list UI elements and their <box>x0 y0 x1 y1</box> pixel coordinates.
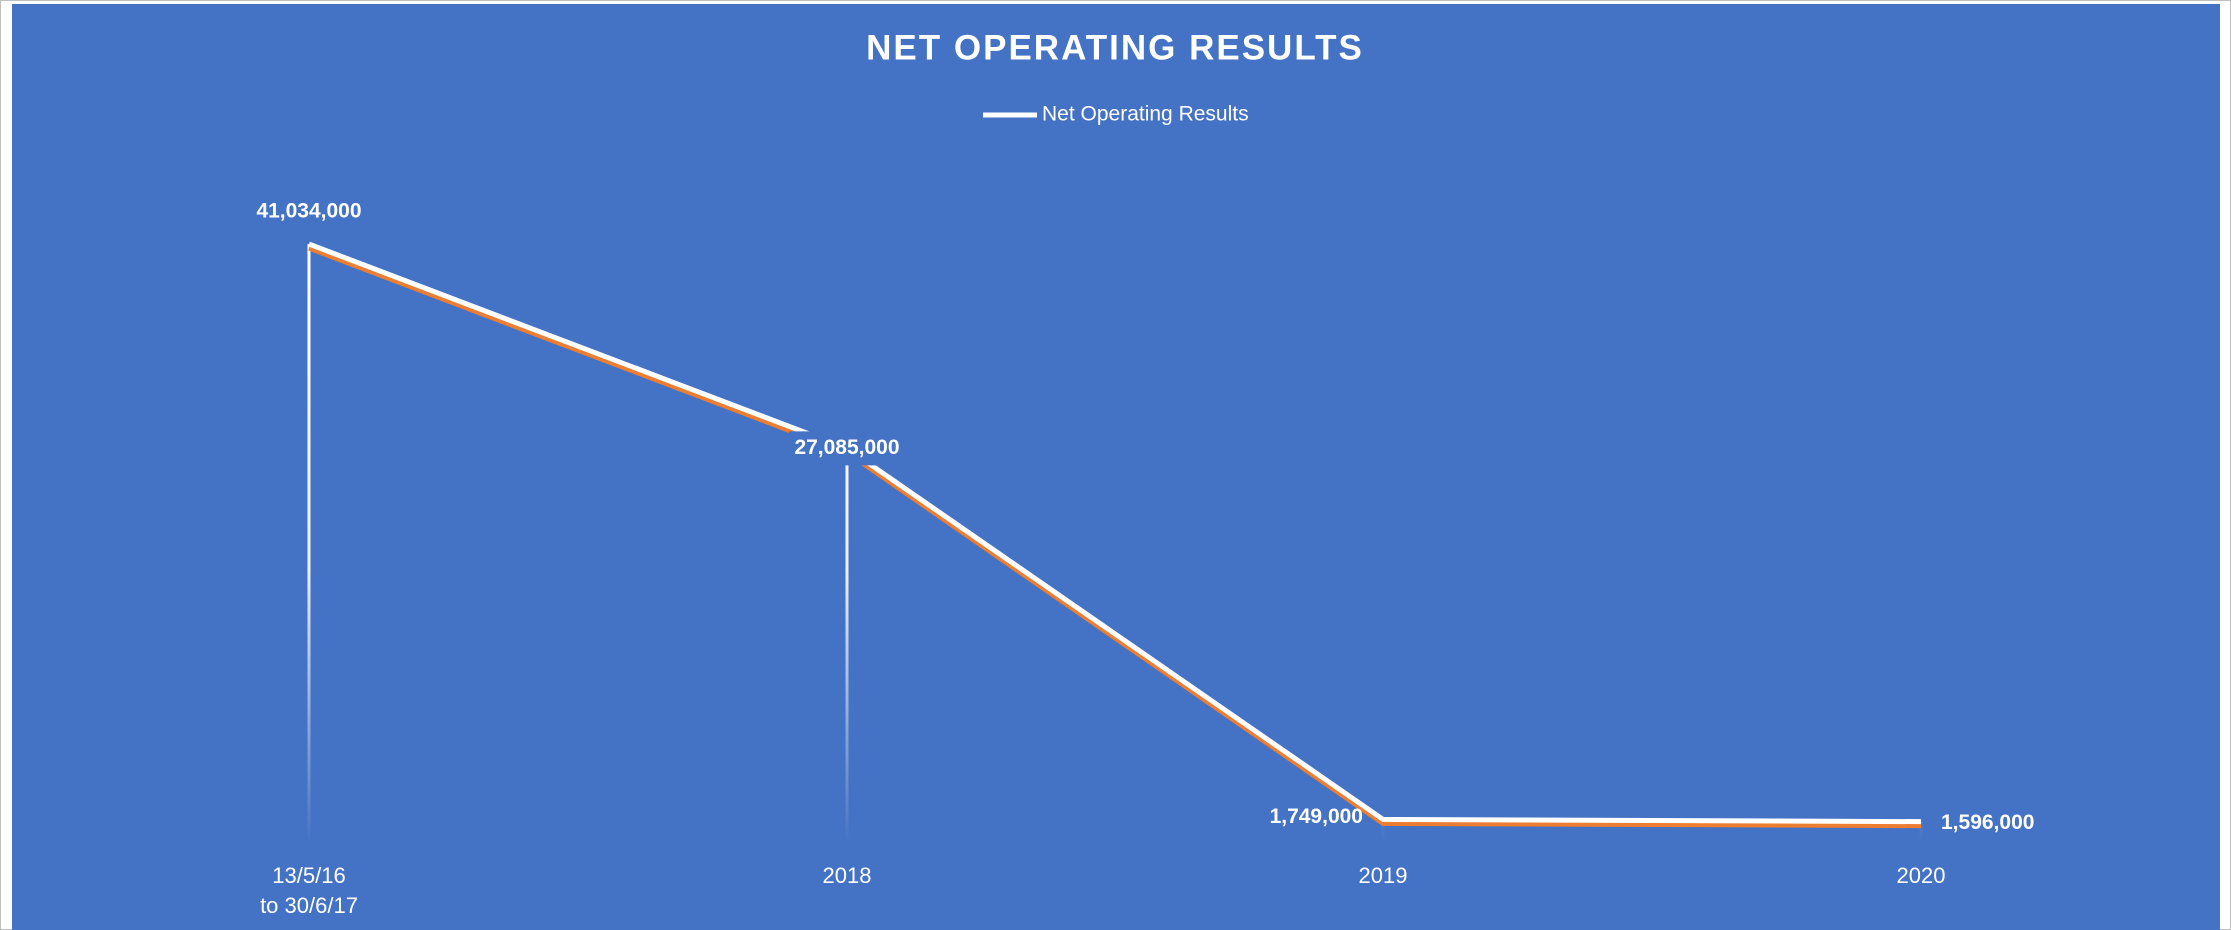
x-tick-label: 2020 <box>1897 863 1946 888</box>
x-tick-label: 2019 <box>1359 863 1408 888</box>
data-label: 27,085,000 <box>794 436 899 459</box>
line <box>308 241 1922 825</box>
label-bg <box>789 431 905 466</box>
data-label: 41,034,000 <box>256 200 361 223</box>
chart-title: NET OPERATING RESULTS <box>866 28 1364 67</box>
x-tick-label: 13/5/16 to 30/6/17 <box>260 863 358 918</box>
chart-area <box>12 4 2220 930</box>
data-label: 1,749,000 <box>1270 805 1363 828</box>
data-label: 1,596,000 <box>1941 811 2034 834</box>
line-shadow <box>308 245 1922 829</box>
x-tick-label: 2018 <box>823 863 872 888</box>
legend-label: Net Operating Results <box>1042 103 1249 126</box>
